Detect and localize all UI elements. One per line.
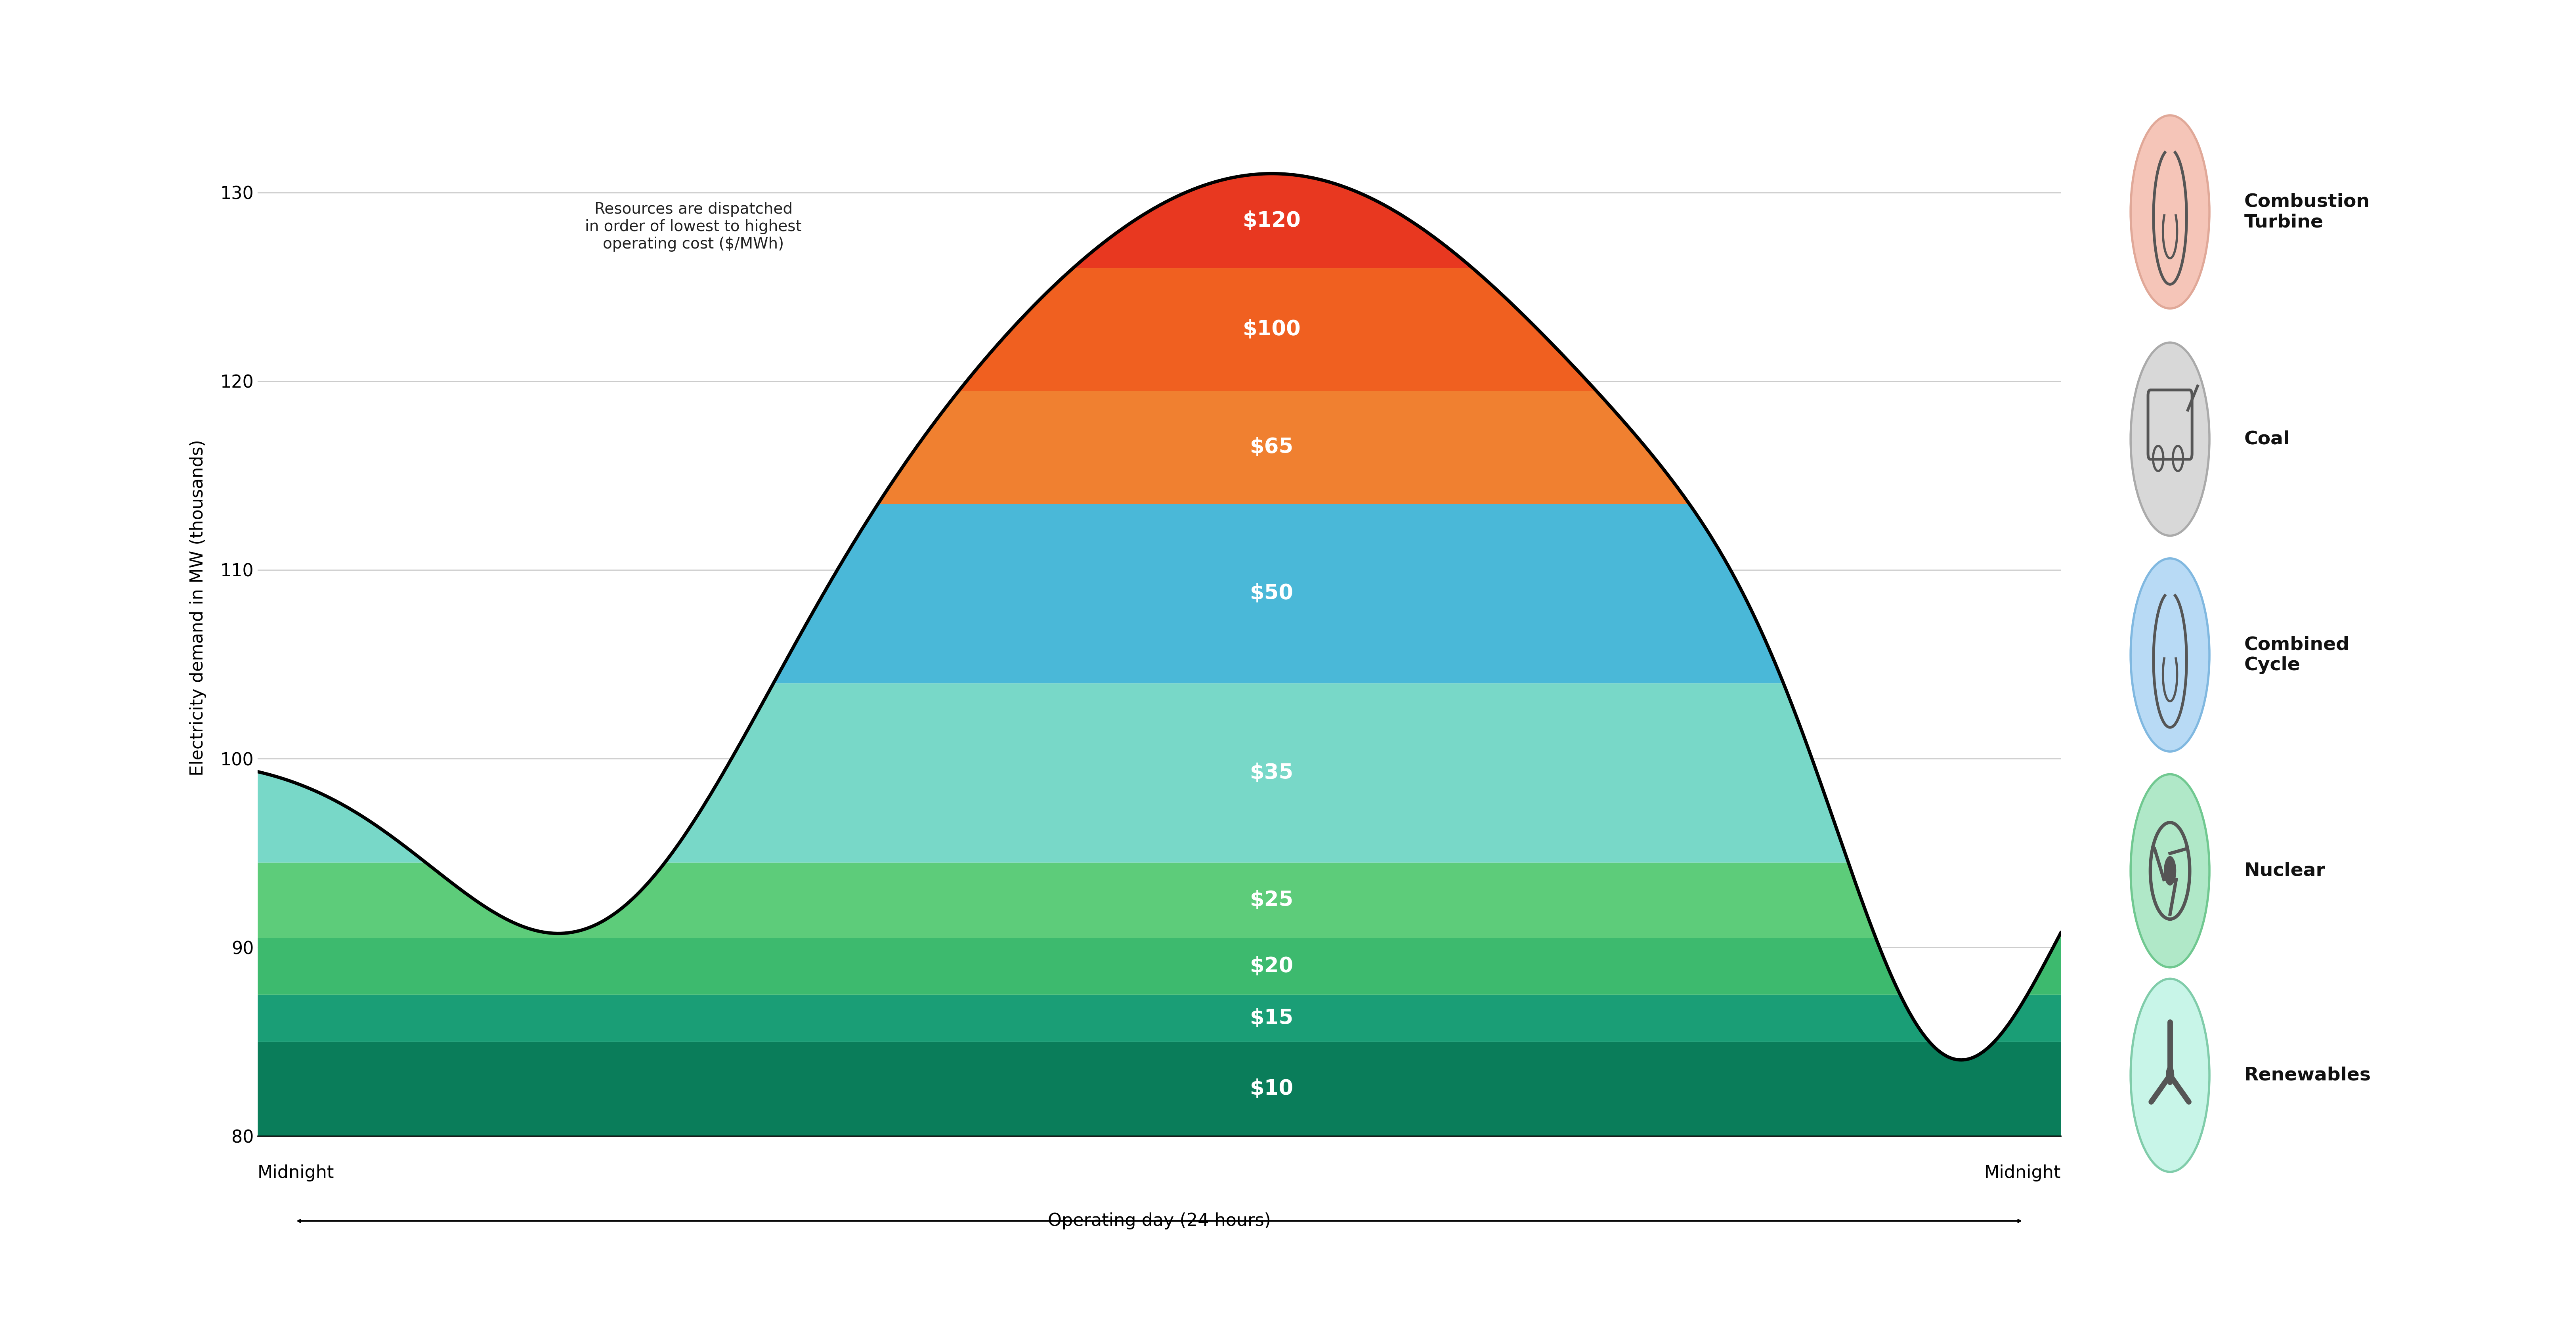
Circle shape [2166,1066,2174,1085]
Text: Combustion
Turbine: Combustion Turbine [2244,193,2370,231]
Circle shape [2130,115,2210,309]
Text: $25: $25 [1249,890,1293,910]
Text: Midnight: Midnight [1984,1164,2061,1181]
Text: $100: $100 [1242,318,1301,339]
Circle shape [2130,774,2210,967]
Text: $10: $10 [1249,1078,1293,1099]
Circle shape [2164,856,2177,885]
Text: $20: $20 [1249,956,1293,976]
Text: $120: $120 [1242,210,1301,231]
Text: $65: $65 [1249,437,1293,457]
Text: Midnight: Midnight [258,1164,335,1181]
Text: $15: $15 [1249,1008,1293,1029]
Text: Coal: Coal [2244,431,2290,448]
Text: Renewables: Renewables [2244,1066,2370,1085]
Circle shape [2130,559,2210,752]
Text: Operating day (24 hours): Operating day (24 hours) [1048,1213,1270,1230]
Text: Nuclear: Nuclear [2244,861,2326,880]
Text: Resources are dispatched
in order of lowest to highest
operating cost ($/MWh): Resources are dispatched in order of low… [585,202,801,252]
Text: $50: $50 [1249,583,1293,604]
Circle shape [2130,979,2210,1172]
Text: Combined
Cycle: Combined Cycle [2244,635,2349,674]
Text: $35: $35 [1249,762,1293,783]
Y-axis label: Electricity demand in MW (thousands): Electricity demand in MW (thousands) [188,440,206,775]
Circle shape [2130,342,2210,536]
